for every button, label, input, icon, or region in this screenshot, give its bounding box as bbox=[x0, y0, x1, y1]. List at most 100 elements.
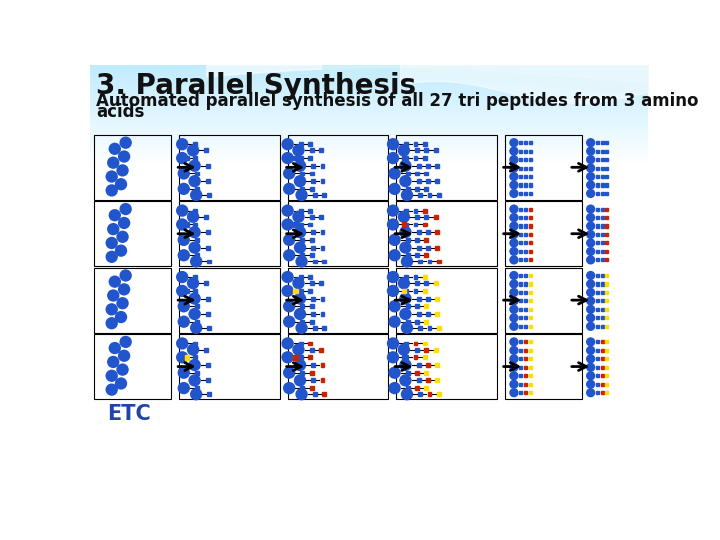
Circle shape bbox=[178, 249, 190, 261]
Bar bbox=[204, 148, 208, 152]
Bar bbox=[519, 175, 523, 178]
Bar bbox=[596, 241, 599, 245]
Bar bbox=[600, 299, 604, 302]
Bar bbox=[90, 66, 648, 67]
Circle shape bbox=[509, 205, 518, 214]
Bar bbox=[436, 179, 439, 183]
Bar bbox=[600, 325, 604, 328]
Bar bbox=[415, 348, 419, 352]
Bar bbox=[90, 98, 648, 99]
Circle shape bbox=[388, 167, 401, 180]
Circle shape bbox=[117, 363, 129, 376]
Bar bbox=[600, 316, 604, 319]
Bar bbox=[179, 201, 280, 266]
Circle shape bbox=[295, 322, 307, 334]
Bar bbox=[300, 253, 305, 257]
Bar bbox=[90, 115, 648, 116]
Circle shape bbox=[178, 183, 190, 195]
Circle shape bbox=[294, 241, 306, 254]
Bar bbox=[600, 207, 604, 211]
Bar bbox=[90, 73, 648, 74]
Bar bbox=[596, 349, 599, 352]
Bar bbox=[437, 326, 441, 330]
Bar bbox=[600, 357, 604, 360]
Bar bbox=[519, 391, 523, 394]
Bar bbox=[596, 357, 599, 360]
Bar bbox=[524, 357, 527, 360]
Bar bbox=[90, 127, 648, 128]
Bar bbox=[415, 320, 419, 323]
Bar bbox=[606, 258, 608, 261]
Bar bbox=[90, 76, 648, 77]
Circle shape bbox=[586, 363, 595, 372]
Bar bbox=[310, 348, 314, 352]
Bar bbox=[524, 184, 527, 186]
Bar bbox=[606, 150, 608, 153]
Bar bbox=[319, 348, 323, 352]
Circle shape bbox=[586, 338, 595, 347]
Bar bbox=[310, 172, 314, 176]
Bar bbox=[600, 391, 604, 394]
Bar bbox=[424, 148, 428, 152]
Bar bbox=[433, 348, 438, 352]
Circle shape bbox=[586, 172, 595, 181]
Circle shape bbox=[176, 152, 189, 164]
Circle shape bbox=[586, 279, 595, 288]
Bar bbox=[428, 260, 431, 264]
Bar bbox=[90, 106, 648, 107]
Bar bbox=[606, 192, 608, 195]
Bar bbox=[308, 355, 312, 359]
Bar bbox=[424, 348, 428, 352]
Bar bbox=[519, 299, 523, 302]
Bar bbox=[519, 282, 523, 286]
Bar bbox=[596, 250, 599, 253]
Circle shape bbox=[118, 349, 130, 362]
Bar bbox=[194, 208, 197, 213]
Bar bbox=[600, 250, 604, 253]
Bar bbox=[312, 193, 317, 197]
Bar bbox=[396, 268, 497, 333]
Bar bbox=[90, 114, 648, 115]
Bar bbox=[194, 142, 197, 146]
Bar bbox=[524, 374, 527, 377]
Bar bbox=[90, 161, 648, 162]
Bar bbox=[90, 116, 648, 117]
Bar bbox=[90, 96, 648, 97]
Bar bbox=[90, 101, 648, 102]
Circle shape bbox=[176, 138, 189, 150]
Bar bbox=[293, 156, 297, 160]
Circle shape bbox=[292, 277, 305, 289]
Circle shape bbox=[509, 271, 518, 280]
Circle shape bbox=[586, 213, 595, 222]
Bar bbox=[90, 164, 648, 165]
Bar bbox=[528, 233, 532, 236]
Bar bbox=[90, 138, 648, 139]
Bar bbox=[90, 125, 648, 126]
Circle shape bbox=[509, 255, 518, 265]
Bar bbox=[90, 137, 648, 138]
Bar bbox=[90, 150, 648, 151]
Circle shape bbox=[388, 234, 401, 246]
Bar bbox=[406, 172, 410, 176]
Bar bbox=[519, 166, 523, 170]
Bar bbox=[596, 216, 599, 219]
Bar bbox=[90, 112, 648, 113]
Bar bbox=[90, 75, 648, 76]
Circle shape bbox=[509, 296, 518, 306]
Bar bbox=[90, 119, 648, 120]
Circle shape bbox=[283, 382, 295, 394]
Bar bbox=[287, 334, 388, 399]
Bar bbox=[428, 393, 431, 396]
Bar bbox=[600, 233, 604, 236]
Circle shape bbox=[401, 255, 413, 268]
Bar bbox=[206, 363, 210, 367]
Circle shape bbox=[117, 231, 129, 243]
Bar bbox=[528, 225, 532, 227]
Bar bbox=[436, 312, 439, 316]
Bar bbox=[311, 246, 315, 249]
Bar bbox=[194, 341, 197, 346]
Circle shape bbox=[283, 315, 295, 328]
Circle shape bbox=[106, 369, 118, 382]
Bar bbox=[90, 80, 648, 81]
Circle shape bbox=[106, 184, 118, 197]
